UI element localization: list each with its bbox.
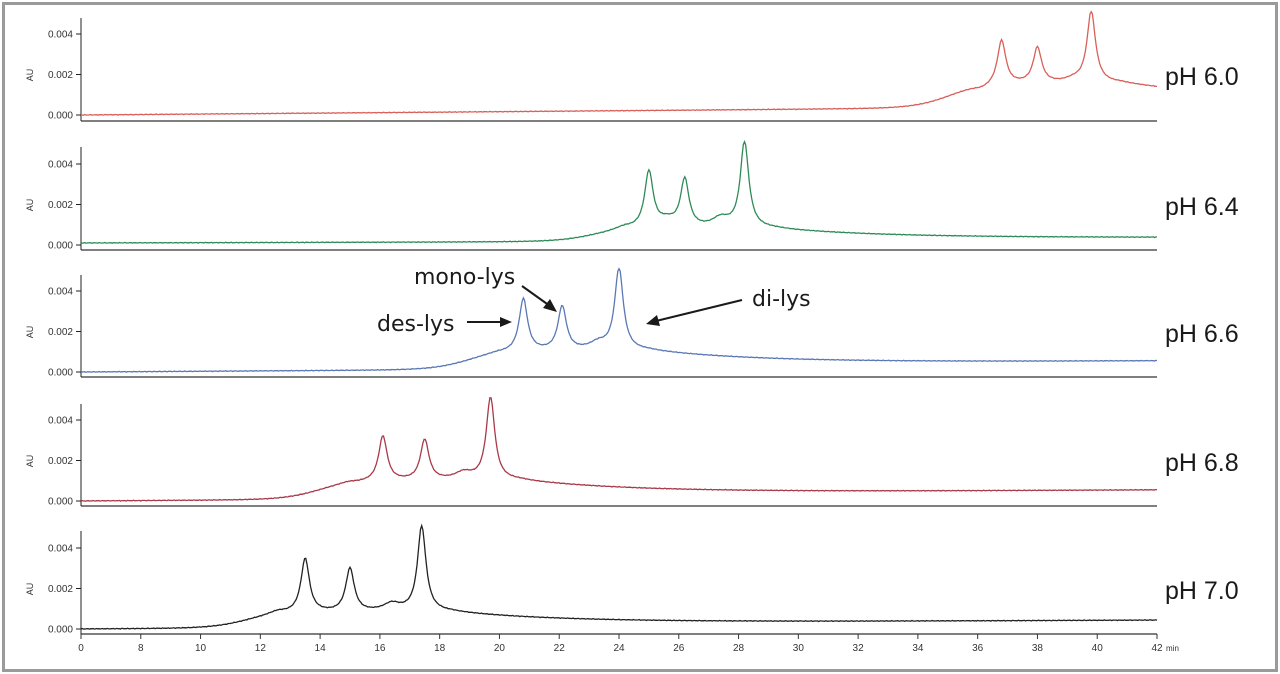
ph-label: pH 7.0 bbox=[1165, 577, 1239, 605]
y-axis-title: AU bbox=[25, 199, 35, 212]
y-axis-title: AU bbox=[25, 455, 35, 468]
ph-label: pH 6.8 bbox=[1165, 449, 1239, 477]
arrow-mono-lys bbox=[521, 285, 557, 312]
x-tick-label: 24 bbox=[613, 643, 625, 654]
annotation-des-lys: des-lys bbox=[377, 312, 455, 337]
x-tick-label: 30 bbox=[793, 643, 805, 654]
y-tick-label: 0.004 bbox=[48, 287, 73, 298]
x-tick-label: 16 bbox=[374, 643, 386, 654]
x-tick-label: 14 bbox=[315, 643, 327, 654]
ph-label: pH 6.4 bbox=[1165, 193, 1239, 221]
x-tick-label: 8 bbox=[138, 643, 144, 654]
x-tick-label: 32 bbox=[853, 643, 865, 654]
x-axis-unit: min bbox=[1166, 644, 1179, 653]
x-tick-label: 22 bbox=[554, 643, 566, 654]
x-tick-label: 38 bbox=[1032, 643, 1044, 654]
panel-ph-7-0: 0.000 0.002 0.004 AU pH 7.0 bbox=[25, 523, 1239, 636]
x-tick-label: 40 bbox=[1092, 643, 1104, 654]
y-tick-label: 0.002 bbox=[48, 327, 73, 338]
y-tick-label: 0.002 bbox=[48, 456, 73, 467]
y-tick-label: 0.004 bbox=[48, 160, 73, 171]
y-tick-label: 0.000 bbox=[48, 241, 73, 252]
y-tick-label: 0.000 bbox=[48, 368, 73, 379]
x-tick-label: 34 bbox=[912, 643, 924, 654]
y-tick-label: 0.004 bbox=[48, 416, 73, 427]
y-tick-label: 0.000 bbox=[48, 111, 73, 122]
y-tick-label: 0.002 bbox=[48, 200, 73, 211]
annotations: mono-lys des-lys di-lys bbox=[377, 265, 811, 337]
panel-ph-6-8: 0.000 0.002 0.004 AU pH 6.8 bbox=[25, 396, 1239, 508]
y-tick-label: 0.002 bbox=[48, 584, 73, 595]
x-tick-label: 20 bbox=[494, 643, 506, 654]
y-axis-title: AU bbox=[25, 69, 35, 82]
y-tick-label: 0.002 bbox=[48, 70, 73, 81]
x-tick-label: 12 bbox=[255, 643, 267, 654]
x-tick-label: 18 bbox=[434, 643, 446, 654]
x-tick-label: 26 bbox=[673, 643, 685, 654]
x-tick-label: 42 bbox=[1151, 643, 1163, 654]
x-axis: 0 8 10 12 14 16 18 20 22 24 26 28 30 32 34 36 38 40 42 min bbox=[78, 634, 1179, 654]
panel-ph-6-6: 0.000 0.002 0.004 AU pH 6.6 bbox=[25, 267, 1239, 379]
panel-ph-6-4: 0.000 0.002 0.004 AU pH 6.4 bbox=[25, 139, 1239, 252]
annotation-di-lys: di-lys bbox=[752, 287, 811, 312]
x-tick-label: 0 bbox=[78, 643, 84, 654]
ph-label: pH 6.0 bbox=[1165, 63, 1239, 91]
y-tick-label: 0.004 bbox=[48, 30, 73, 41]
x-tick-label: 10 bbox=[195, 643, 207, 654]
trace-line bbox=[80, 523, 1158, 630]
ph-label: pH 6.6 bbox=[1165, 320, 1239, 348]
y-axis-title: AU bbox=[25, 326, 35, 339]
annotation-mono-lys: mono-lys bbox=[414, 265, 515, 290]
x-tick-label: 28 bbox=[733, 643, 745, 654]
y-tick-label: 0.004 bbox=[48, 544, 73, 555]
trace-line bbox=[81, 10, 1158, 117]
trace-line bbox=[80, 396, 1158, 502]
panel-ph-6-0: 0.000 0.002 0.004 AU pH 6.0 bbox=[25, 10, 1239, 122]
y-axis-title: AU bbox=[25, 583, 35, 596]
arrow-des-lys bbox=[467, 317, 512, 327]
y-tick-label: 0.000 bbox=[48, 497, 73, 508]
y-tick-label: 0.000 bbox=[48, 625, 73, 636]
panels: 0.000 0.002 0.004 AU pH 6.0 0.000 0.002 0.004 AU… bbox=[25, 10, 1239, 636]
arrow-di-lys bbox=[646, 299, 743, 326]
trace-line bbox=[80, 139, 1158, 245]
x-tick-label: 36 bbox=[972, 643, 984, 654]
trace-line bbox=[80, 267, 1158, 373]
